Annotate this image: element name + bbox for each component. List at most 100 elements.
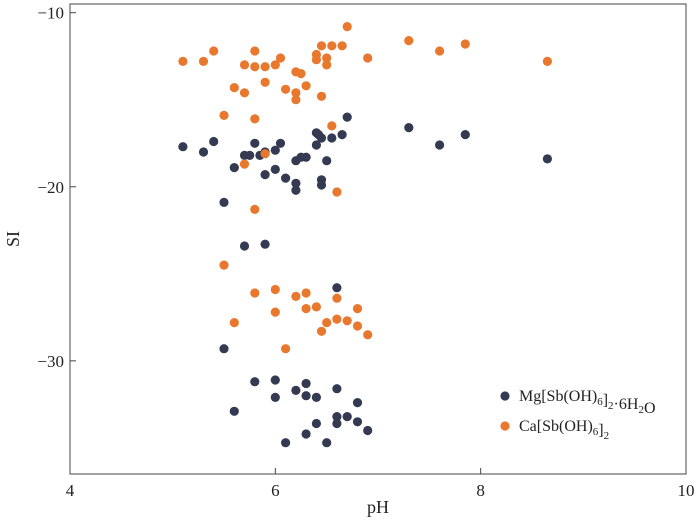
series-2-point — [281, 344, 291, 354]
series-1-point — [327, 133, 337, 143]
series-2-point — [219, 260, 229, 270]
series-2-point — [322, 60, 332, 70]
series-2-point — [250, 46, 260, 56]
series-1-point — [301, 391, 311, 401]
series-1-point — [342, 112, 352, 122]
series-2-point — [239, 60, 250, 70]
series-1-point — [229, 406, 239, 416]
x-tick-label: 6 — [271, 481, 280, 500]
series-2-point — [332, 314, 342, 324]
series-1-point — [311, 140, 321, 150]
x-axis-label: pH — [367, 497, 389, 517]
series-2-point — [296, 69, 306, 79]
series-2-point — [352, 321, 363, 331]
series-2-point — [316, 326, 327, 336]
series-1-point — [311, 418, 321, 429]
series-2-point — [270, 284, 280, 295]
series-1-point — [332, 412, 342, 422]
series-1-point — [332, 283, 342, 293]
series-1-point — [250, 377, 260, 387]
series-1-point — [291, 185, 301, 195]
series-1-point — [301, 152, 311, 162]
y-tick-label: −30 — [37, 352, 64, 371]
series-2-point — [260, 77, 270, 87]
series-1-point — [270, 375, 280, 385]
series-1-point — [301, 429, 311, 439]
series-2-point — [260, 62, 270, 72]
series-1-point — [270, 145, 280, 155]
series-2-point — [363, 53, 373, 63]
series-2-point — [250, 288, 260, 298]
series-1-point — [322, 156, 332, 166]
series-2-point — [311, 302, 321, 312]
series-1-point — [352, 398, 363, 408]
series-2-point — [316, 41, 327, 51]
series-1-point — [198, 147, 209, 157]
series-2-point — [291, 291, 301, 301]
series-1-point — [311, 392, 321, 402]
axis-ticks: 4 6 8 10 −10 −20 −30 — [37, 4, 694, 500]
series-2-point — [322, 318, 332, 328]
series-2-point — [281, 84, 291, 94]
series-1-point — [281, 173, 291, 183]
series-1-point — [178, 142, 188, 152]
series-1-point — [250, 138, 260, 148]
series-1-point — [332, 418, 342, 429]
series-1-point — [281, 438, 291, 448]
series-2-point — [229, 318, 239, 328]
x-tick-label: 4 — [66, 481, 75, 500]
legend-marker-1 — [500, 391, 510, 401]
series-1-point — [542, 154, 553, 164]
series-1-point — [313, 130, 324, 140]
legend-marker-2 — [500, 421, 510, 431]
series-1-point — [363, 425, 373, 436]
series-1-point — [435, 140, 445, 150]
series-2-point — [342, 316, 352, 326]
series-1-point — [209, 136, 219, 147]
data-points — [178, 22, 553, 448]
series-2-point — [435, 46, 445, 56]
series-2-point — [352, 304, 363, 314]
series-2-point — [301, 304, 311, 314]
series-2-point — [178, 56, 188, 66]
series-2-point — [291, 88, 301, 98]
series-1-point — [245, 150, 255, 160]
series-2-point — [542, 56, 553, 66]
x-tick-label: 10 — [678, 481, 695, 500]
series-2-point — [250, 62, 260, 72]
series-1-point — [270, 164, 280, 174]
series-1-point — [275, 138, 286, 148]
series-2-point — [250, 204, 260, 214]
plot-frame — [69, 3, 687, 475]
series-2-point — [198, 56, 209, 66]
series-1-point — [352, 417, 363, 427]
series-2-point — [342, 22, 352, 32]
series-1-point — [219, 197, 229, 207]
series-2-point — [460, 39, 470, 49]
series-2-point — [229, 83, 239, 93]
series-2-point — [239, 159, 250, 169]
series-2-point — [270, 60, 280, 70]
series-1-point — [291, 385, 301, 395]
series-1-point — [337, 130, 347, 140]
series-2-point — [332, 187, 342, 197]
series-1-point — [260, 239, 270, 249]
y-axis-label: SI — [3, 231, 23, 247]
series-2-point — [291, 95, 301, 105]
series-2-point — [301, 81, 311, 91]
series-1-point — [332, 384, 342, 394]
series-2-point — [327, 41, 337, 51]
series-2-point — [275, 53, 286, 63]
series-2-point — [311, 49, 321, 60]
series-2-point — [316, 91, 327, 101]
series-2-point — [301, 288, 311, 298]
series-1-point — [291, 178, 301, 188]
y-tick-label: −10 — [37, 4, 64, 23]
series-2-point — [250, 114, 260, 124]
series-1-point — [316, 180, 327, 190]
series-1-point — [229, 163, 239, 173]
series-2-point — [332, 293, 342, 303]
series-1-point — [270, 392, 280, 402]
